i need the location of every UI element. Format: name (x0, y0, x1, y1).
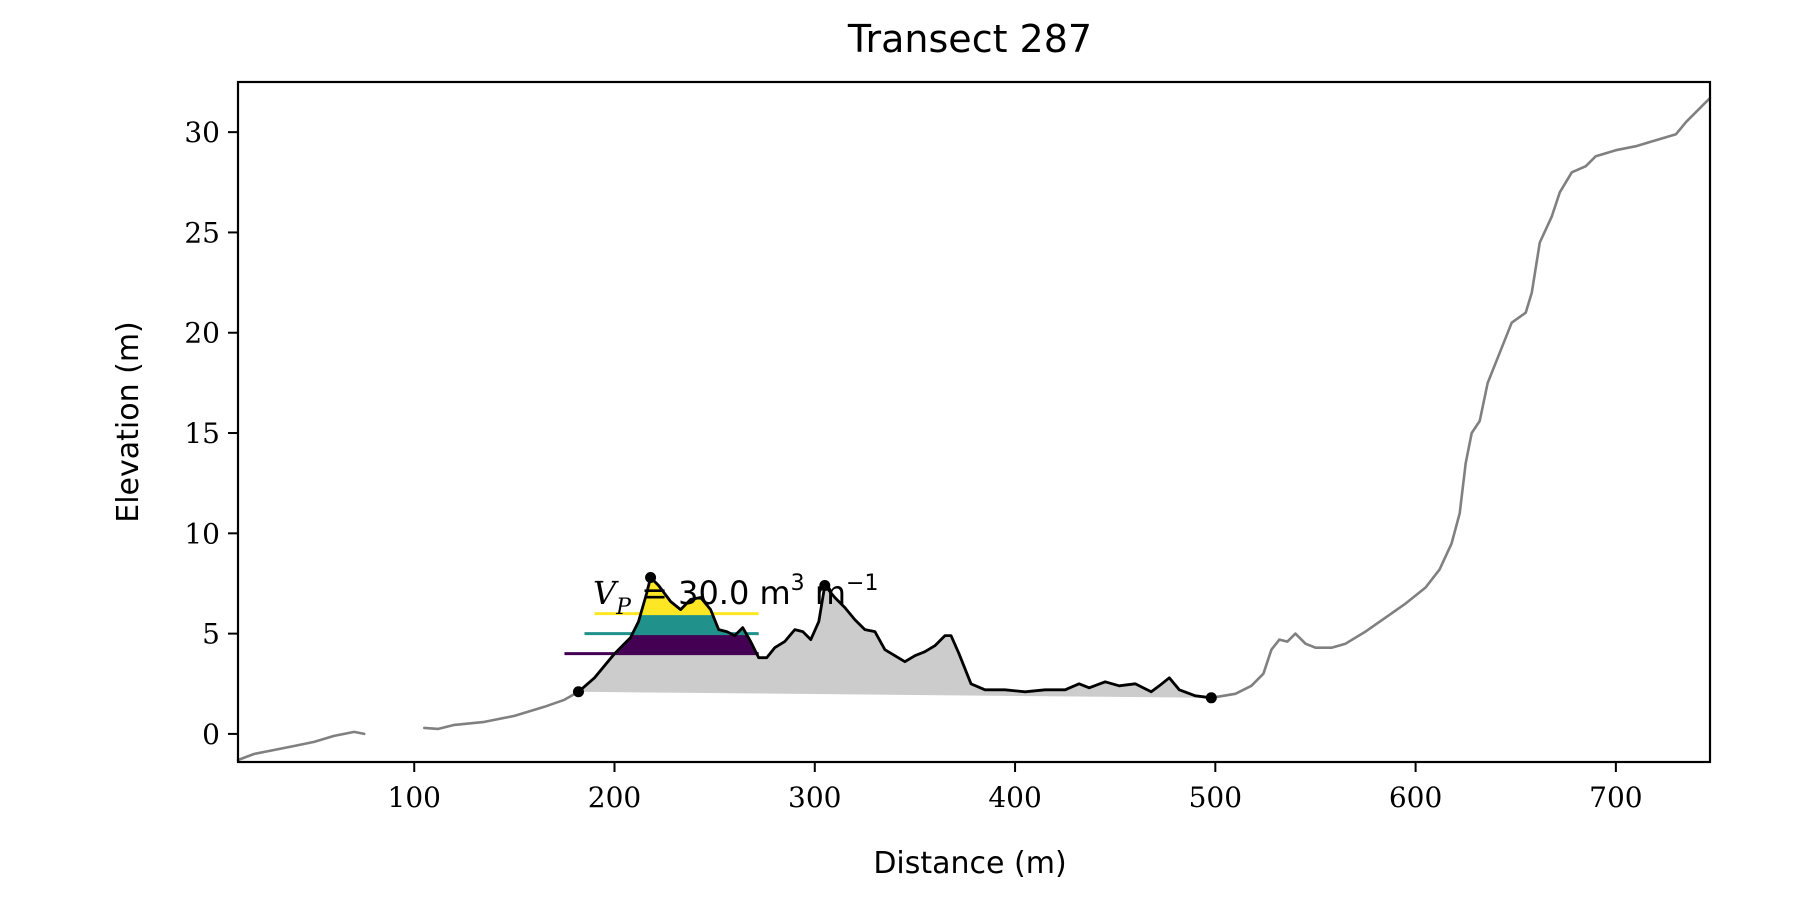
band-2-fill (578, 613, 759, 634)
y-tick-label-20: 20 (184, 317, 220, 350)
profile-left-line (236, 730, 366, 762)
y-tick-label-5: 5 (202, 618, 220, 651)
volume-unit-tail: m (805, 574, 846, 612)
volume-symbol: V (593, 574, 619, 612)
y-axis-label: Elevation (m) (111, 321, 146, 523)
volume-value: = 30.0 m (631, 574, 791, 612)
x-tick-label-300: 300 (788, 781, 841, 814)
marker-1 (572, 686, 584, 698)
axes-ticks: 100 200 300 400 500 600 700 0 5 10 15 20 25 30 (184, 116, 1642, 814)
volume-annotation: VP = 30.0 m3 m−1 (593, 571, 878, 620)
chart-title: Transect 287 (847, 17, 1092, 61)
y-tick-label-10: 10 (184, 517, 220, 550)
y-tick-label-15: 15 (184, 417, 220, 450)
band-1-area (578, 633, 759, 654)
volume-fill-region (578, 577, 1212, 698)
x-tick-label-600: 600 (1389, 781, 1442, 814)
dune-profile-line (577, 576, 1213, 700)
y-tick-label-30: 30 (184, 116, 220, 149)
marker-3 (819, 579, 831, 591)
plot-area (236, 96, 1712, 762)
x-tick-label-100: 100 (388, 781, 441, 814)
x-tick-label-700: 700 (1589, 781, 1642, 814)
volume-unit-exponent: 3 (791, 571, 805, 596)
x-tick-label-200: 200 (588, 781, 641, 814)
y-tick-label-25: 25 (184, 216, 220, 249)
volume-unit-tail-exponent: −1 (846, 571, 878, 596)
plot-frame (236, 80, 1712, 764)
volume-subscript: P (615, 595, 632, 620)
marker-2 (645, 571, 657, 583)
y-tick-label-0: 0 (202, 718, 220, 751)
band-1-fill (578, 633, 759, 654)
x-tick-label-500: 500 (1189, 781, 1242, 814)
profile-middle-line (423, 690, 580, 731)
band-2-area (578, 613, 759, 634)
x-axis-label: Distance (m) (873, 846, 1066, 881)
profile-right-line (1210, 96, 1712, 700)
marker-4 (1205, 692, 1217, 704)
x-tick-label-400: 400 (988, 781, 1041, 814)
